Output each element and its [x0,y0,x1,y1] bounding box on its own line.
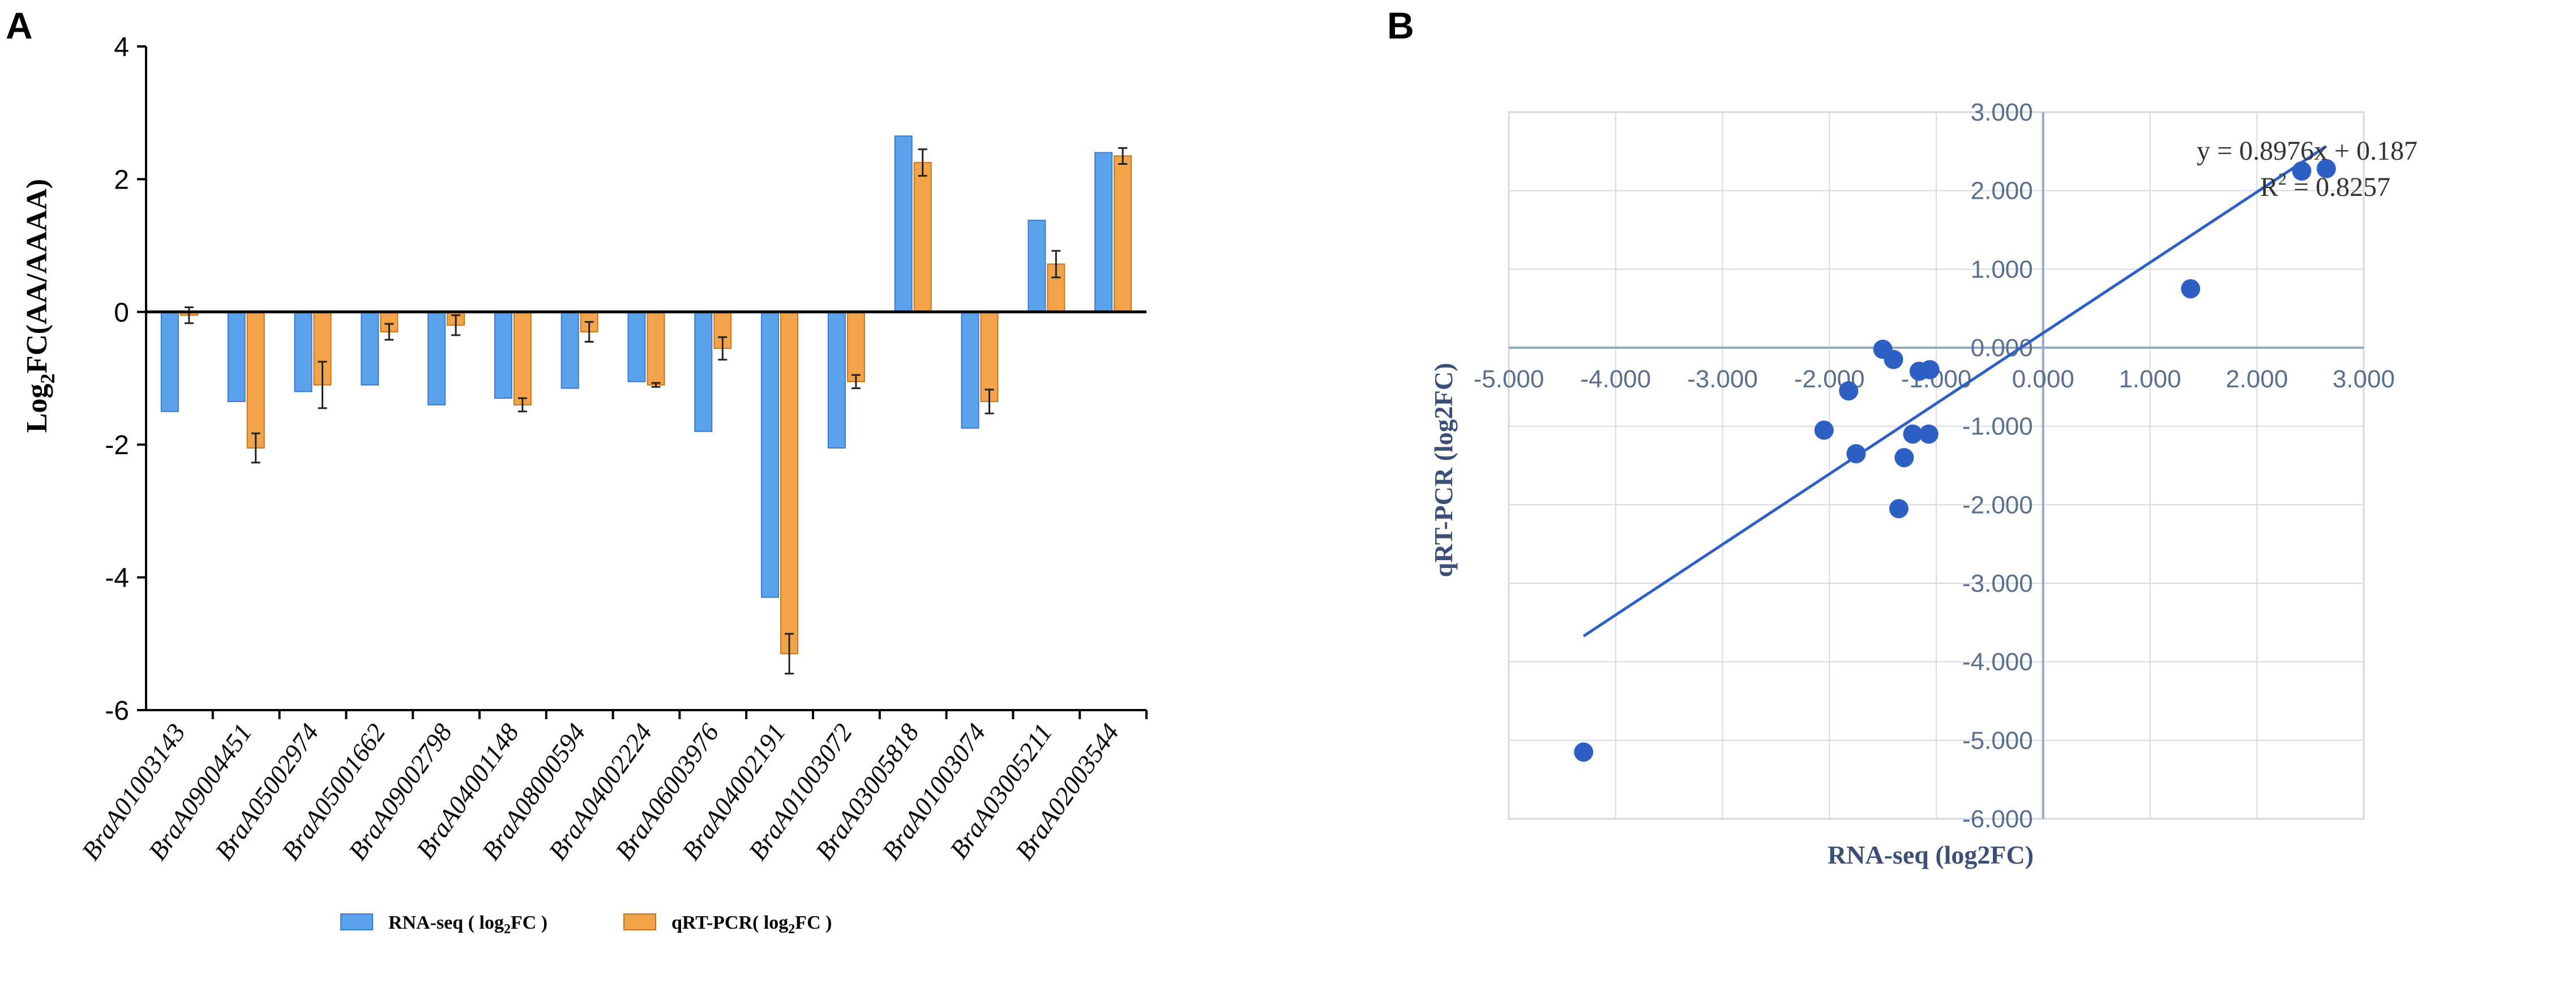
error-bar-BraA09002798 [451,314,461,336]
y-tick-label: 1.000 [1971,255,2033,283]
legend-label-rna-seq: RNA-seq ( log2FC ) [388,912,547,937]
error-bar-BraA04002191 [785,633,794,675]
data-point [1894,448,1914,468]
bar-rna-seq-BraA01003074 [961,311,979,429]
data-point [2181,279,2201,298]
bar-rna-seq-BraA09004451 [227,311,246,403]
legend-swatch-qrt-pcr [623,913,656,930]
data-point [1574,742,1594,762]
bar-rna-seq-BraA05001662 [361,311,379,386]
x-tick-label: -4.000 [1580,365,1651,393]
y-tick-label: -4.000 [1962,648,2033,676]
bar-qrt-pcr-BraA04002224 [647,311,665,386]
bar-qrt-pcr-BraA01003072 [846,311,865,382]
x-tick-label: 1.000 [2119,365,2181,393]
y-tick-label: -6 [105,696,129,726]
bar-qrt-pcr-BraA02003544 [1114,155,1132,313]
bar-group [160,135,1132,655]
x-tick-label: 3.000 [2333,365,2395,393]
error-bar-BraA03005211 [1051,250,1061,279]
y-axis-label: qRT-PCR (log2FC) [1429,363,1458,578]
legend: RNA-seq ( log2FC ) qRT-PCR( log2FC ) [340,912,832,937]
panel-a-label: A [6,5,33,46]
bar-rna-seq-BraA06003976 [694,311,713,432]
bar-rna-seq-BraA03005211 [1028,220,1046,313]
y-tick-label: 0 [114,298,129,328]
point-group [1574,159,2336,762]
x-tick-group: BraA01003143BraA09004451BraA05002974BraA… [76,710,1148,865]
trend-line [1582,145,2327,638]
bar-rna-seq-BraA03005818 [894,135,913,313]
y-tick-label: 2.000 [1971,177,2033,205]
y-tick-label: -2.000 [1962,491,2033,519]
legend-label-qrt-pcr: qRT-PCR( log2FC ) [671,912,832,937]
data-point [2292,161,2312,181]
y-tick-label: -3.000 [1962,570,2033,597]
data-point [1903,424,1923,444]
y-axis-label: Log2FC(AA/AAAA) [21,179,59,433]
error-bar-BraA08000594 [584,321,594,343]
data-point [1814,420,1834,440]
data-point [2316,159,2336,178]
error-bar-BraA04001148 [517,397,527,413]
y-tick-label: 4 [114,32,129,62]
bar-qrt-pcr-BraA04001148 [513,311,532,405]
bar-qrt-pcr-BraA04002191 [780,311,799,655]
grid-lines [1508,112,2364,819]
bar-rna-seq-BraA08000594 [560,311,579,389]
panel-b-label: B [1387,5,1414,46]
bar-qrt-pcr-BraA01003074 [980,311,999,403]
error-bar-BraA03005818 [918,148,927,177]
data-point [1919,424,1939,444]
x-tick-label: -3.000 [1687,365,1758,393]
y-tick-label: -6.000 [1962,805,2033,833]
y-tick-label: -5.000 [1962,727,2033,754]
data-point [1884,349,1903,369]
x-tick-label: 2.000 [2226,365,2288,393]
y-tick-group: 4 2 0 -2 -4 -6 [105,32,146,726]
x-tick-label: -5.000 [1474,365,1544,393]
y-tick-label: -4 [105,563,129,593]
error-bar-BraA09004451 [251,432,260,464]
bar-rna-seq-BraA02003544 [1094,152,1113,313]
x-tick-label: 0.000 [2012,365,2074,393]
error-bar-BraA02003544 [1118,147,1128,165]
error-bar-group [184,147,1128,675]
bar-rna-seq-BraA01003143 [160,311,179,412]
bar-rna-seq-BraA04001148 [494,311,512,399]
error-bar-BraA01003074 [985,388,994,415]
error-bar-BraA05001662 [384,323,394,341]
x-axis-label: RNA-seq (log2FC) [1828,840,2034,869]
bar-rna-seq-BraA09002798 [427,311,446,405]
data-point [1889,499,1909,519]
y-tick-label: 0.000 [1971,334,2033,362]
regression-equation: y = 0.8976x + 0.187 [2197,136,2417,166]
r-squared-label: R2 = 0.8257 [2260,170,2390,202]
y-tick-label: 3.000 [1971,99,2033,126]
scatter-chart-panel: -5.000 -4.000 -3.000 -2.000 -1.000 0.000 1.000… [1429,99,2417,869]
error-bar-BraA01003143 [184,306,194,324]
bar-chart-panel: 4 2 0 -2 -4 -6 BraA01003143BraA09004451BraA05… [21,32,1148,937]
y-tick-label: -1.000 [1962,413,2033,441]
data-point [1920,360,1940,379]
data-point [1846,444,1866,464]
bar-qrt-pcr-BraA09004451 [246,311,265,449]
error-bar-BraA04002224 [651,382,661,388]
bar-qrt-pcr-BraA03005818 [913,162,932,313]
bar-rna-seq-BraA01003072 [827,311,846,449]
bar-rna-seq-BraA04002224 [627,311,646,382]
y-tick-label: -2 [105,430,129,460]
bar-rna-seq-BraA04002191 [761,311,780,598]
legend-swatch-rna-seq [340,913,373,930]
y-tick-label-group: 3.000 2.000 1.000 0.000 -1.000 -2.000 -3.000 -4… [1962,99,2033,833]
bar-rna-seq-BraA05002974 [294,311,313,392]
error-bar-BraA06003976 [718,336,728,361]
data-point [1839,381,1859,401]
y-tick-label: 2 [114,165,129,195]
error-bar-BraA05002974 [318,361,327,409]
error-bar-BraA01003072 [851,374,861,390]
